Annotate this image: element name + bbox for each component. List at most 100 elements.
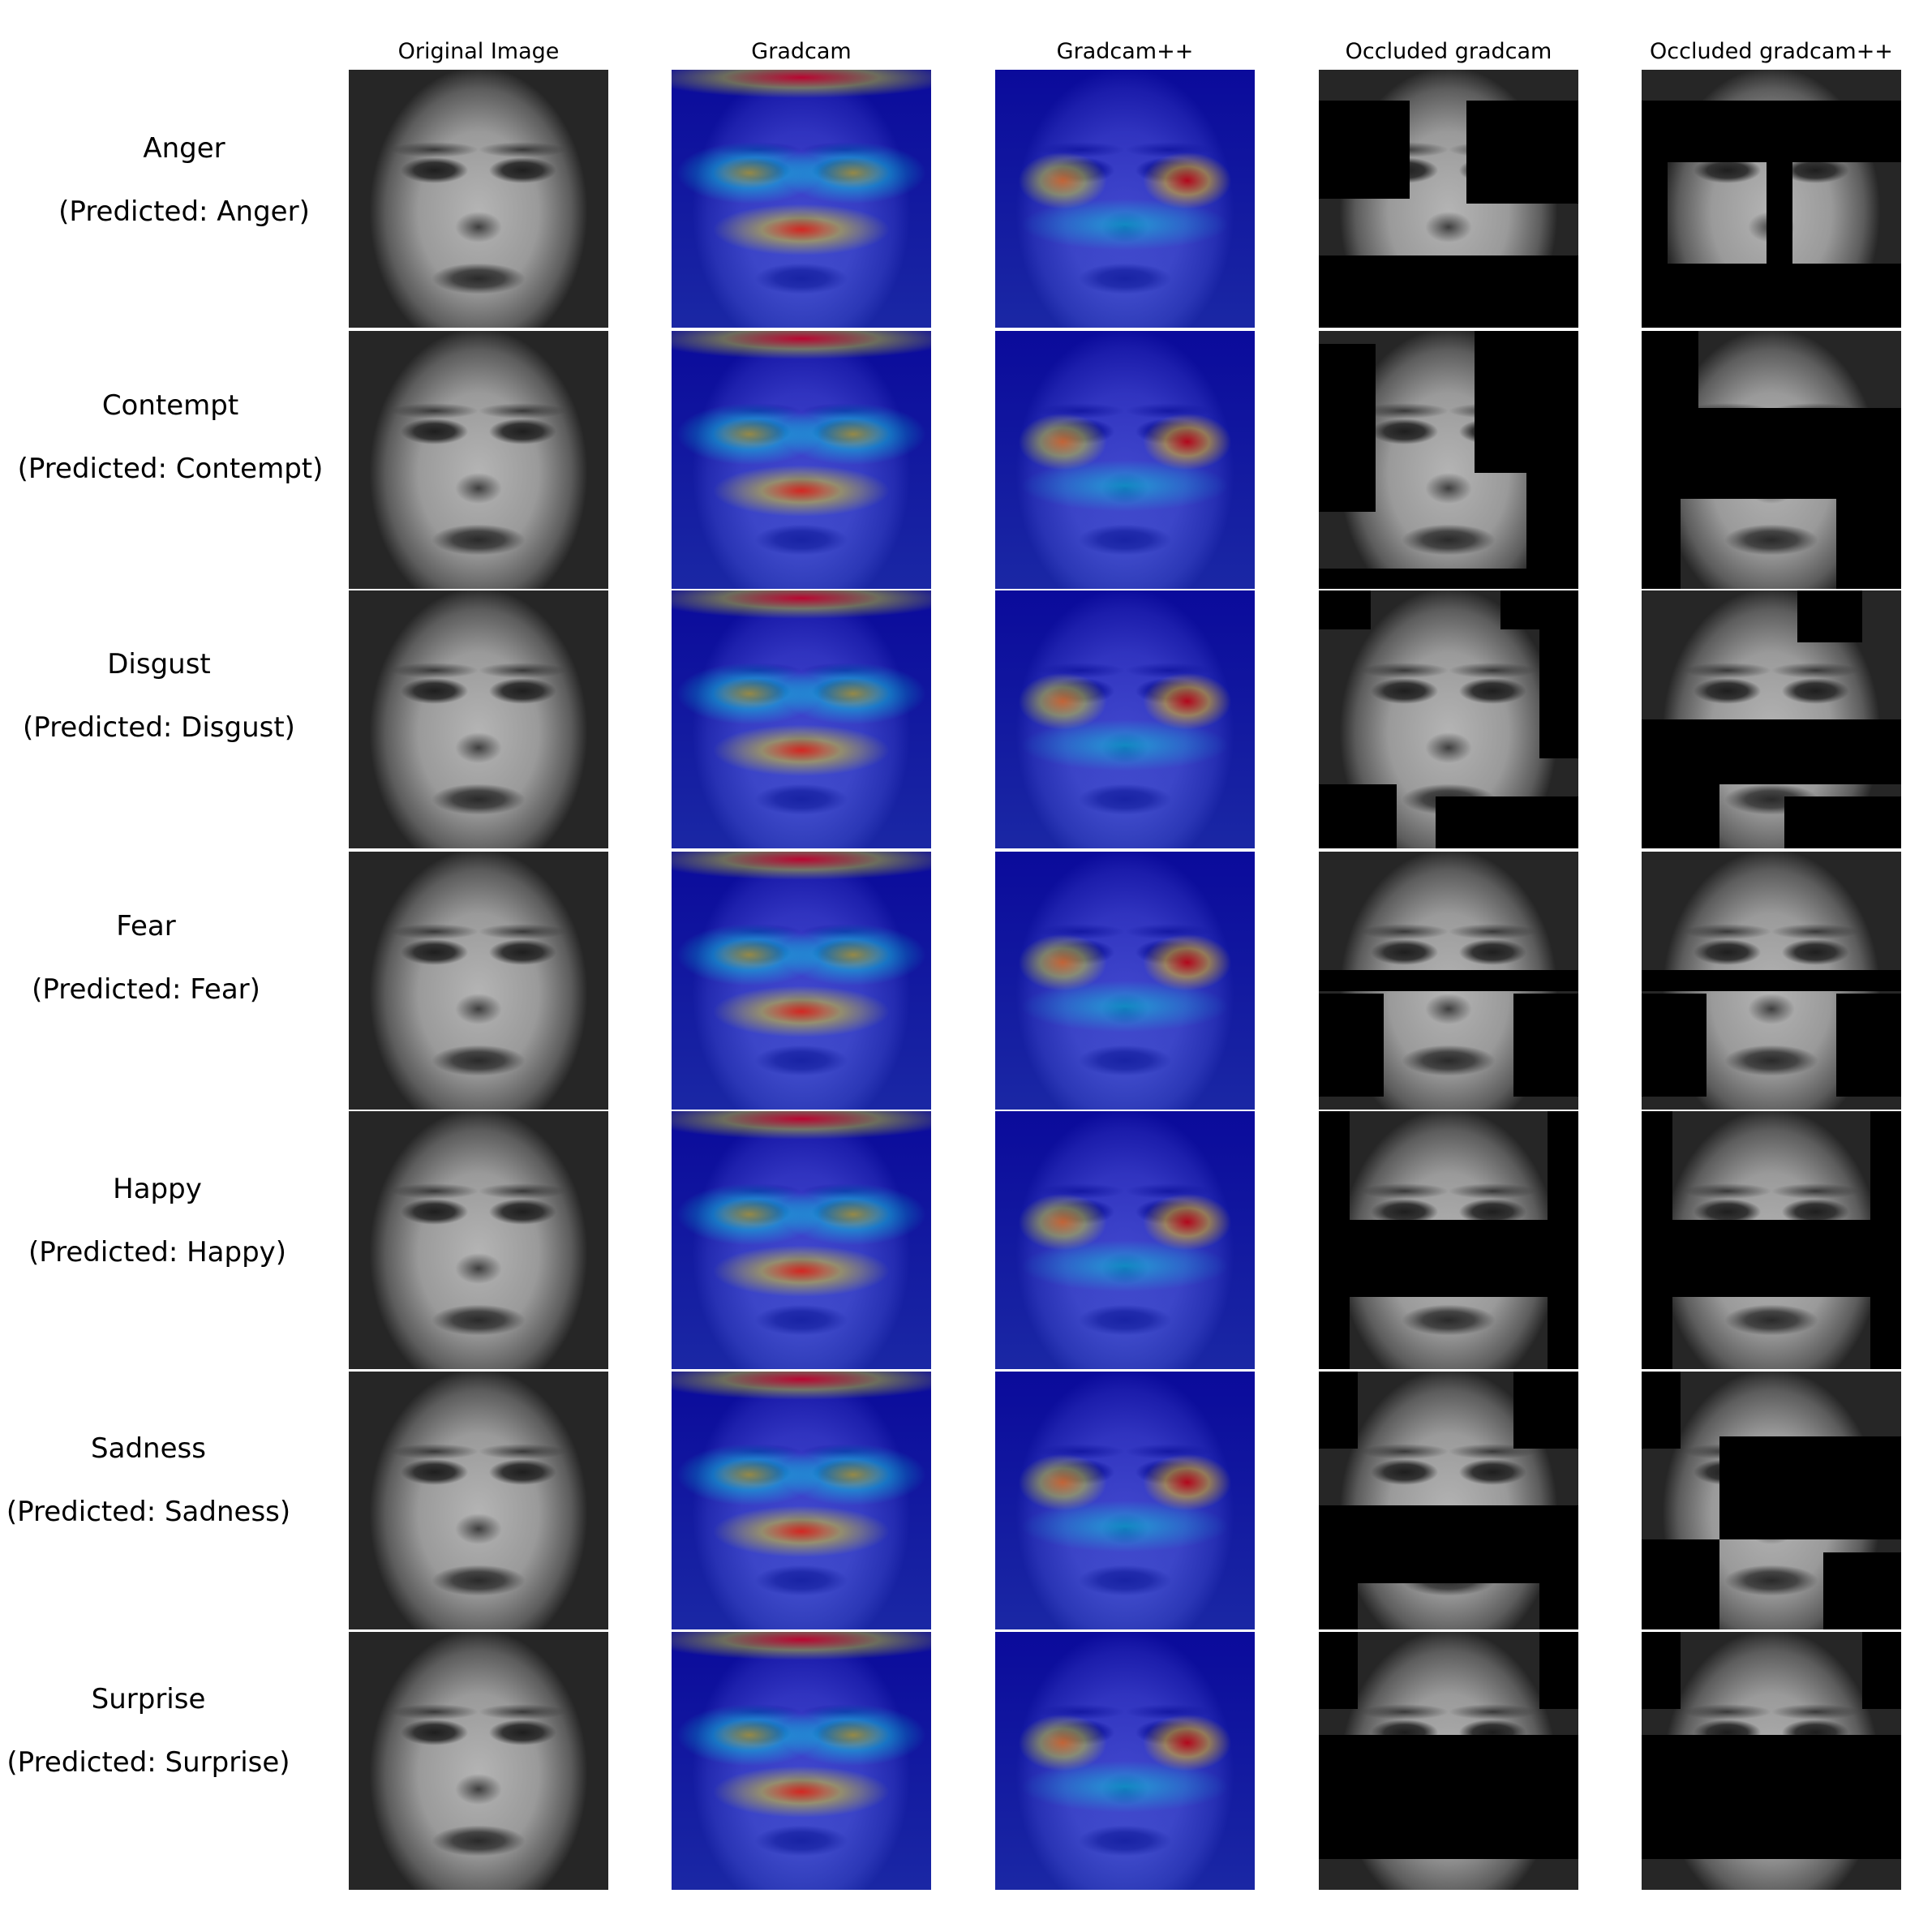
- occlusion-mask: [1319, 1735, 1578, 1859]
- face-photo: [349, 1632, 608, 1890]
- occlusion-mask: [1319, 568, 1578, 589]
- row-label-contempt: Contempt (Predicted: Contempt): [0, 389, 341, 485]
- face-photo: [349, 1372, 608, 1629]
- face-image-surprise-occluded-gradcam-plus: [1642, 1632, 1901, 1890]
- face-image-contempt-occluded-gradcam: [1319, 331, 1578, 589]
- emotion-label: Disgust: [107, 648, 211, 680]
- occlusion-mask: [1642, 719, 1901, 784]
- face-photo: [995, 331, 1255, 589]
- occlusion-mask: [1513, 1372, 1578, 1449]
- face-photo: [995, 852, 1255, 1110]
- row-label-fear: Fear (Predicted: Fear): [0, 910, 316, 1006]
- column-header-occluded-gradcam-plus: Occluded gradcam++: [1650, 39, 1893, 64]
- face-photo: [672, 70, 931, 328]
- row-label-disgust: Disgust (Predicted: Disgust): [0, 648, 329, 744]
- occlusion-mask: [1862, 1632, 1901, 1710]
- column-header-gradcam: Gradcam: [751, 39, 852, 64]
- face-image-disgust-original: [349, 590, 608, 848]
- occlusion-mask: [1642, 1372, 1681, 1449]
- occlusion-mask: [1766, 162, 1792, 266]
- face-image-disgust-gradcam-plus: [995, 590, 1255, 848]
- occlusion-mask: [1642, 1219, 1901, 1297]
- face-image-fear-original: [349, 852, 608, 1110]
- face-image-sadness-occluded-gradcam-plus: [1642, 1372, 1901, 1629]
- face-image-fear-occluded-gradcam: [1319, 852, 1578, 1110]
- occlusion-mask: [1475, 331, 1578, 473]
- occlusion-mask: [1319, 1632, 1358, 1710]
- occlusion-mask: [1319, 784, 1397, 848]
- occlusion-mask: [1642, 498, 1681, 589]
- occlusion-mask: [1547, 1111, 1578, 1369]
- emotion-label: Anger: [143, 132, 225, 165]
- occlusion-mask: [1539, 1632, 1578, 1710]
- face-photo: [349, 70, 608, 328]
- face-image-anger-original: [349, 70, 608, 328]
- face-photo: [672, 1632, 931, 1890]
- face-image-anger-occluded-gradcam: [1319, 70, 1578, 328]
- face-image-fear-gradcam: [672, 852, 931, 1110]
- face-image-contempt-gradcam: [672, 331, 931, 589]
- occlusion-mask: [1319, 343, 1376, 512]
- face-image-sadness-gradcam: [672, 1372, 931, 1629]
- face-image-contempt-occluded-gradcam-plus: [1642, 331, 1901, 589]
- occlusion-mask: [1319, 970, 1578, 991]
- face-photo: [995, 1632, 1255, 1890]
- occlusion-mask: [1642, 263, 1901, 328]
- occlusion-mask: [1319, 590, 1371, 629]
- face-image-sadness-gradcam-plus: [995, 1372, 1255, 1629]
- face-image-happy-occluded-gradcam-plus: [1642, 1111, 1901, 1369]
- occlusion-mask: [1319, 1582, 1358, 1629]
- occlusion-mask: [1642, 101, 1901, 163]
- occlusion-mask: [1642, 331, 1699, 409]
- face-image-happy-original: [349, 1111, 608, 1369]
- predicted-label: (Predicted: Happy): [28, 1236, 287, 1269]
- occlusion-mask: [1784, 796, 1901, 848]
- occlusion-mask: [1319, 1505, 1578, 1583]
- occlusion-mask: [1836, 993, 1901, 1097]
- occlusion-mask: [1436, 796, 1578, 848]
- face-photo: [349, 590, 608, 848]
- face-photo: [995, 590, 1255, 848]
- face-image-surprise-gradcam: [672, 1632, 931, 1890]
- face-image-anger-gradcam-plus: [995, 70, 1255, 328]
- face-image-disgust-occluded-gradcam-plus: [1642, 590, 1901, 848]
- face-image-happy-gradcam-plus: [995, 1111, 1255, 1369]
- face-photo: [672, 1111, 931, 1369]
- face-photo: [672, 852, 931, 1110]
- column-header-occluded-gradcam: Occluded gradcam: [1345, 39, 1552, 64]
- occlusion-mask: [1719, 1436, 1901, 1539]
- occlusion-mask: [1539, 629, 1578, 758]
- occlusion-mask: [1642, 408, 1901, 499]
- face-photo: [349, 1111, 608, 1369]
- face-image-contempt-gradcam-plus: [995, 331, 1255, 589]
- occlusion-mask: [1319, 101, 1410, 199]
- face-image-disgust-occluded-gradcam: [1319, 590, 1578, 848]
- face-photo: [349, 852, 608, 1110]
- emotion-label: Contempt: [101, 389, 239, 422]
- predicted-label: (Predicted: Fear): [32, 973, 260, 1006]
- emotion-label: Surprise: [91, 1683, 206, 1715]
- occlusion-mask: [1319, 255, 1578, 328]
- occlusion-mask: [1642, 784, 1719, 848]
- face-photo: [349, 331, 608, 589]
- face-image-happy-gradcam: [672, 1111, 931, 1369]
- column-header-gradcam-plus: Gradcam++: [1056, 39, 1194, 64]
- occlusion-mask: [1642, 1632, 1681, 1710]
- face-photo: [672, 590, 931, 848]
- occlusion-mask: [1870, 1111, 1901, 1369]
- face-photo: [672, 1372, 931, 1629]
- row-label-surprise: Surprise (Predicted: Surprise): [0, 1683, 319, 1779]
- predicted-label: (Predicted: Disgust): [23, 711, 295, 744]
- face-photo: [995, 70, 1255, 328]
- occlusion-mask: [1319, 1372, 1358, 1449]
- face-image-disgust-gradcam: [672, 590, 931, 848]
- face-photo: [995, 1372, 1255, 1629]
- face-image-fear-occluded-gradcam-plus: [1642, 852, 1901, 1110]
- row-label-happy: Happy (Predicted: Happy): [0, 1173, 328, 1269]
- occlusion-mask: [1642, 970, 1901, 991]
- occlusion-mask: [1823, 1552, 1901, 1629]
- face-image-fear-gradcam-plus: [995, 852, 1255, 1110]
- predicted-label: (Predicted: Anger): [58, 195, 310, 228]
- face-image-anger-gradcam: [672, 70, 931, 328]
- emotion-label: Fear: [116, 910, 176, 942]
